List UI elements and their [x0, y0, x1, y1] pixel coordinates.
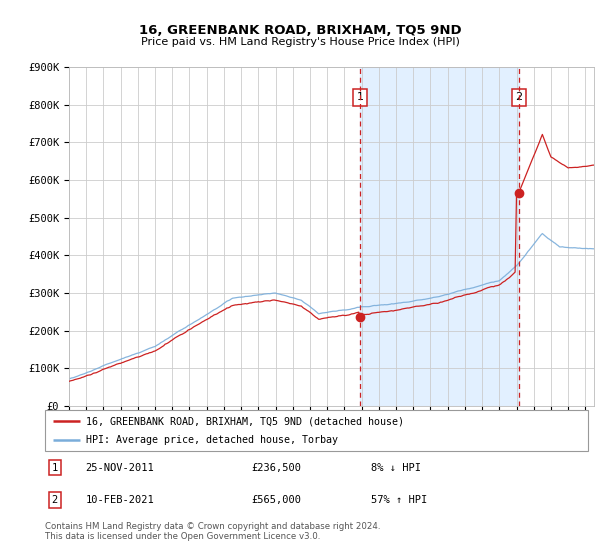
Text: £236,500: £236,500	[251, 463, 301, 473]
Text: 2: 2	[52, 495, 58, 505]
Text: 1: 1	[52, 463, 58, 473]
Text: Price paid vs. HM Land Registry's House Price Index (HPI): Price paid vs. HM Land Registry's House …	[140, 37, 460, 47]
Text: 16, GREENBANK ROAD, BRIXHAM, TQ5 9ND (detached house): 16, GREENBANK ROAD, BRIXHAM, TQ5 9ND (de…	[86, 417, 404, 426]
Text: 10-FEB-2021: 10-FEB-2021	[86, 495, 154, 505]
FancyBboxPatch shape	[45, 410, 588, 451]
Bar	[360, 67, 518, 406]
Text: 25-NOV-2011: 25-NOV-2011	[86, 463, 154, 473]
Text: 2: 2	[515, 92, 522, 102]
Text: 57% ↑ HPI: 57% ↑ HPI	[371, 495, 427, 505]
Text: 16, GREENBANK ROAD, BRIXHAM, TQ5 9ND: 16, GREENBANK ROAD, BRIXHAM, TQ5 9ND	[139, 24, 461, 36]
Text: Contains HM Land Registry data © Crown copyright and database right 2024.
This d: Contains HM Land Registry data © Crown c…	[45, 522, 380, 542]
Text: £565,000: £565,000	[251, 495, 301, 505]
Text: 1: 1	[356, 92, 364, 102]
Text: 8% ↓ HPI: 8% ↓ HPI	[371, 463, 421, 473]
Text: HPI: Average price, detached house, Torbay: HPI: Average price, detached house, Torb…	[86, 435, 338, 445]
